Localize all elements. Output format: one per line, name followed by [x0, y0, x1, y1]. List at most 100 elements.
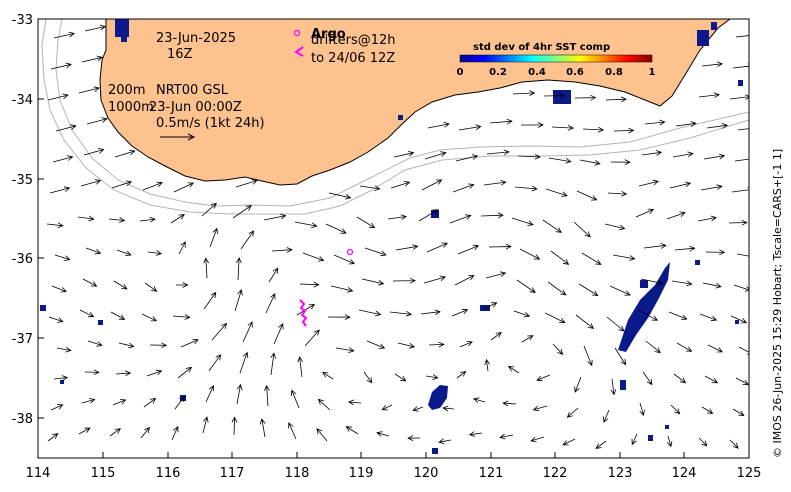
- current-arrow: [609, 285, 631, 296]
- current-arrow: [239, 351, 249, 374]
- current-arrow: [203, 257, 209, 279]
- current-arrow: [669, 181, 692, 189]
- current-arrow: [235, 179, 258, 188]
- current-arrow: [736, 253, 749, 260]
- drifter-legend-label-b: to 24/06 12Z: [311, 51, 395, 66]
- current-arrow: [299, 281, 320, 288]
- current-arrow: [421, 179, 443, 191]
- current-arrow: [502, 400, 517, 407]
- current-arrow: [240, 230, 255, 250]
- current-arrow: [516, 279, 536, 294]
- product-time-label: 23-Jun 00:00Z: [149, 100, 242, 115]
- current-arrow: [519, 248, 541, 260]
- y-tick-label: -38: [12, 412, 33, 427]
- colorbar-tick: 0.2: [489, 67, 507, 78]
- current-arrow: [579, 159, 601, 166]
- current-arrow: [671, 280, 693, 287]
- current-arrow: [296, 304, 316, 316]
- current-arrow: [259, 418, 266, 438]
- current-arrow: [606, 316, 625, 332]
- current-arrow: [668, 311, 688, 320]
- current-arrow: [180, 339, 199, 348]
- colorbar-tick: 0.6: [566, 67, 584, 78]
- x-tick-label: 122: [543, 466, 568, 481]
- current-arrow: [87, 340, 103, 347]
- current-arrow: [81, 55, 103, 63]
- current-arrow: [174, 395, 185, 410]
- current-arrow: [111, 180, 133, 189]
- current-arrow: [53, 31, 75, 39]
- date-label: 23-Jun-2025: [156, 31, 236, 46]
- current-arrow: [53, 375, 69, 381]
- current-arrow: [141, 313, 158, 322]
- current-arrow: [236, 383, 243, 405]
- current-arrow: [178, 241, 186, 255]
- current-arrow: [729, 439, 739, 449]
- current-arrow: [263, 213, 287, 221]
- current-arrow: [330, 285, 354, 293]
- current-arrow: [139, 216, 156, 223]
- current-arrow: [177, 366, 193, 379]
- current-arrow: [605, 96, 627, 103]
- current-arrow: [86, 117, 108, 125]
- current-arrow: [482, 302, 498, 310]
- current-arrow: [702, 282, 722, 289]
- current-arrow: [706, 123, 729, 129]
- current-arrow: [149, 342, 168, 349]
- isobath-1000m: [41, 19, 749, 215]
- current-arrow: [583, 345, 593, 367]
- current-arrow: [638, 179, 659, 187]
- depth-200-label: 200m: [108, 83, 145, 98]
- current-arrow: [512, 90, 536, 96]
- isobath-200m: [55, 19, 749, 207]
- current-arrow: [514, 185, 538, 192]
- current-arrow: [484, 358, 490, 372]
- current-arrow: [56, 346, 72, 353]
- current-arrow: [612, 254, 636, 261]
- argo-legend-label: Argo: [311, 27, 346, 42]
- current-arrow: [113, 280, 128, 290]
- current-arrow: [488, 243, 512, 250]
- x-tick-label: 121: [479, 466, 504, 481]
- current-arrow: [631, 433, 638, 446]
- y-axis: -33 -34 -35 -36 -37 -38: [12, 13, 44, 427]
- current-arrow: [674, 245, 696, 252]
- current-arrow: [455, 154, 479, 162]
- current-arrow: [613, 127, 635, 134]
- x-tick-label: 123: [608, 466, 633, 481]
- current-arrow: [644, 119, 666, 126]
- current-arrow: [700, 184, 723, 191]
- colorbar: [459, 54, 653, 63]
- current-arrow: [395, 244, 419, 251]
- x-tick-label: 120: [414, 466, 439, 481]
- colorbar-tick: 1: [649, 67, 656, 78]
- current-arrow: [490, 331, 502, 341]
- current-vectors: [46, 24, 749, 450]
- x-axis: 114 115 116 117 118 119 120 121 122 123 …: [26, 452, 761, 481]
- current-arrow: [733, 284, 749, 292]
- current-arrow: [425, 374, 439, 380]
- current-arrow: [566, 407, 579, 418]
- current-arrow: [48, 316, 64, 323]
- current-arrow: [643, 243, 667, 249]
- colorbar-tick: 0: [457, 67, 464, 78]
- current-arrow: [698, 92, 720, 99]
- current-arrow: [530, 436, 545, 443]
- current-arrow: [381, 404, 393, 411]
- current-arrow: [363, 371, 373, 384]
- current-arrow: [348, 399, 362, 406]
- current-arrow: [49, 186, 71, 194]
- current-arrow: [304, 329, 320, 347]
- current-arrow: [114, 149, 136, 158]
- current-arrow: [607, 190, 628, 197]
- current-arrow: [547, 281, 567, 296]
- current-arrow: [707, 344, 724, 353]
- current-arrow: [507, 365, 520, 374]
- current-arrow: [112, 399, 127, 406]
- drifter-track: [299, 299, 308, 327]
- current-arrow: [550, 250, 570, 265]
- current-arrow: [294, 221, 318, 229]
- current-arrow: [211, 322, 228, 341]
- current-arrow: [115, 370, 132, 377]
- current-arrow: [459, 341, 473, 348]
